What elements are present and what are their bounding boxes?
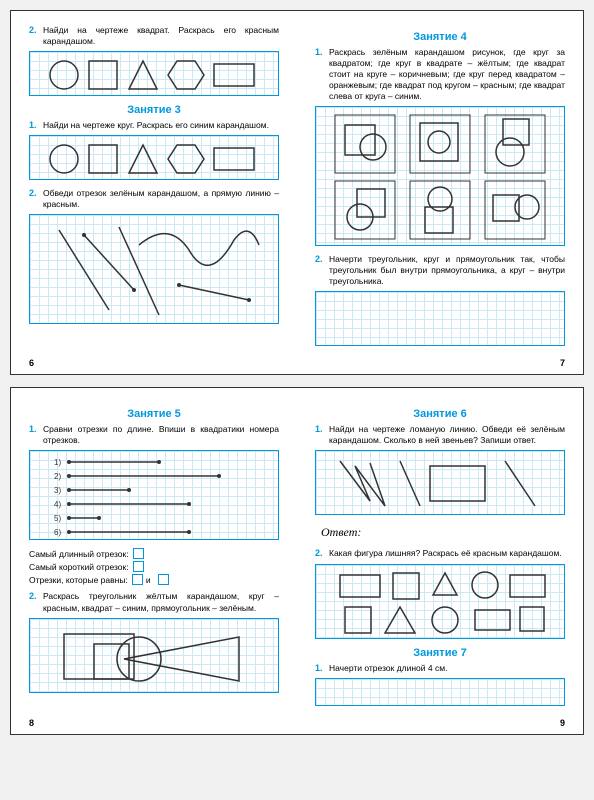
page-9: Занятие 6 1. Найди на чертеже ломаную ли… [297,388,583,733]
label-equal: Отрезки, которые равны: и [29,574,279,585]
spread-1: 2. Найди на чертеже квадрат. Раскрась ег… [10,10,584,375]
task-num: 1. [29,120,43,131]
page-6: 2. Найди на чертеже квадрат. Раскрась ег… [11,11,297,374]
task-text: Обведи отрезок зелёным карандашом, а пря… [43,188,279,210]
empty-grid-2 [315,678,565,706]
page-number: 7 [560,358,565,368]
label-shortest: Самый короткий отрезок: [29,561,279,572]
task-num: 2. [315,254,329,287]
lesson-7-title: Занятие 7 [315,647,565,659]
extra-shape-grid [315,564,565,639]
task-text: Найди на чертеже ломаную линию. Обведи е… [329,424,565,446]
and-text: и [146,575,151,585]
task-text: Раскрась треугольник жёлтым карандашом, … [43,591,279,613]
overlap-svg [30,619,278,694]
svg-text:3): 3) [54,486,61,495]
task-text: Найди на чертеже квадрат. Раскрась его к… [43,25,279,47]
answer-box [158,574,169,585]
segments-grid: 1) 2) 3) 4) 5) 6) [29,450,279,540]
segments-svg: 1) 2) 3) 4) 5) 6) [30,451,278,541]
page-7: Занятие 4 1. Раскрась зелёным карандашом… [297,11,583,374]
empty-grid-1 [315,291,565,346]
svg-text:5): 5) [54,514,61,523]
svg-text:1): 1) [54,458,61,467]
lines-svg [30,215,278,325]
page-number: 6 [29,358,34,368]
six-figures [315,106,565,246]
task-text: Сравни отрезки по длине. Впиши в квадрат… [43,424,279,446]
lesson-6-title: Занятие 6 [315,408,565,420]
page-number: 8 [29,718,34,728]
task-4-1: 1. Раскрась зелёным карандашом рисунок, … [315,47,565,102]
task-num: 2. [29,591,43,613]
page-8: Занятие 5 1. Сравни отрезки по длине. Вп… [11,388,297,733]
task-5-1: 1. Сравни отрезки по длине. Впиши в квад… [29,424,279,446]
task-num: 1. [315,47,329,102]
answer-box [132,574,143,585]
page-number: 9 [560,718,565,728]
task-num: 2. [29,25,43,47]
shapes-row-2 [29,135,279,180]
label-text: Отрезки, которые равны: [29,575,128,585]
answer-label: Ответ: [315,523,565,542]
task-2: 2. Найди на чертеже квадрат. Раскрась ег… [29,25,279,47]
lesson-3-title: Занятие 3 [29,104,279,116]
task-text: Раскрась зелёным карандашом рисунок, где… [329,47,565,102]
answer-box [133,548,144,559]
six-figures-svg [316,107,564,247]
task-num: 1. [315,663,329,674]
broken-line-grid [315,450,565,515]
svg-text:6): 6) [54,528,61,537]
task-num: 1. [315,424,329,446]
spread-2: Занятие 5 1. Сравни отрезки по длине. Вп… [10,387,584,734]
task-num: 2. [29,188,43,210]
task-text: Найди на чертеже круг. Раскрась его сини… [43,120,269,131]
shapes-svg [30,52,278,97]
task-3-1: 1. Найди на чертеже круг. Раскрась его с… [29,120,279,131]
task-text: Какая фигура лишняя? Раскрась её красным… [329,548,562,559]
task-text: Начерти треугольник, круг и прямоугольни… [329,254,565,287]
broken-line-svg [316,451,564,516]
svg-text:4): 4) [54,500,61,509]
label-text: Самый короткий отрезок: [29,562,129,572]
task-num: 1. [29,424,43,446]
task-6-2: 2. Какая фигура лишняя? Раскрась её крас… [315,548,565,559]
task-text: Начерти отрезок длиной 4 см. [329,663,447,674]
task-7-1: 1. Начерти отрезок длиной 4 см. [315,663,565,674]
extra-shape-svg [316,565,564,640]
lesson-5-title: Занятие 5 [29,408,279,420]
label-longest: Самый длинный отрезок: [29,548,279,559]
task-num: 2. [315,548,329,559]
lines-drawing [29,214,279,324]
shapes-row-1 [29,51,279,96]
answer-box [133,561,144,572]
task-5-2: 2. Раскрась треугольник жёлтым карандашо… [29,591,279,613]
task-6-1: 1. Найди на чертеже ломаную линию. Обвед… [315,424,565,446]
task-4-2: 2. Начерти треугольник, круг и прямоугол… [315,254,565,287]
lesson-4-title: Занятие 4 [315,31,565,43]
overlap-shapes [29,618,279,693]
svg-text:2): 2) [54,472,61,481]
task-3-2: 2. Обведи отрезок зелёным карандашом, а … [29,188,279,210]
shapes-svg [30,136,278,181]
label-text: Самый длинный отрезок: [29,549,129,559]
